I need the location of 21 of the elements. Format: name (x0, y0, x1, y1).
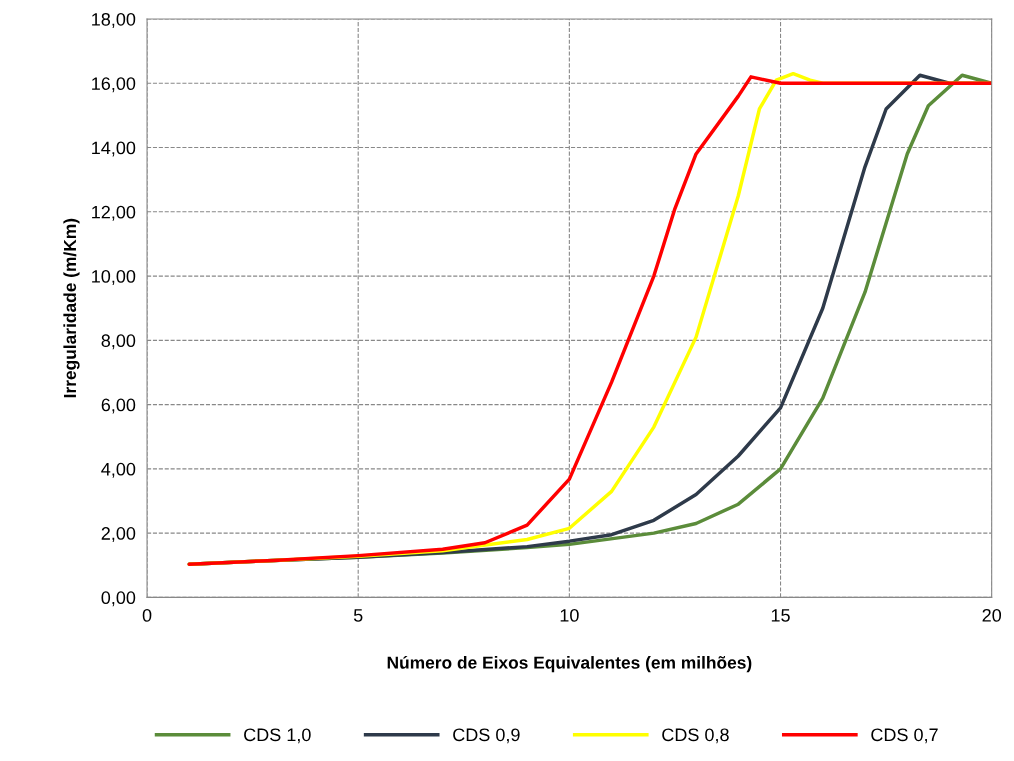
y-tick-label: 4,00 (101, 462, 136, 478)
y-axis-title: Irregularidade (m/Km) (63, 218, 80, 398)
x-tick-label: 15 (771, 609, 790, 622)
x-tick-label: 10 (560, 608, 579, 622)
legend-label: CDS 0,8 (662, 728, 729, 744)
y-tick-label: 10,00 (92, 270, 136, 285)
x-tick-label: 5 (353, 609, 363, 622)
y-tick-label: 18,00 (92, 12, 136, 28)
legend-label: CDS 0,9 (453, 728, 520, 744)
x-tick-label: 0 (142, 608, 152, 622)
legend-label: CDS 1,0 (244, 728, 311, 744)
y-tick-label: 14,00 (92, 141, 136, 157)
y-tick-label: 12,00 (92, 205, 136, 221)
y-tick-label: 16,00 (92, 77, 136, 93)
legend-label: CDS 0,7 (871, 728, 938, 744)
y-tick-label: 2,00 (101, 527, 136, 542)
x-axis-title: Número de Eixos Equivalentes (em milhões) (387, 655, 752, 673)
y-tick-label: 8,00 (101, 334, 136, 350)
x-tick-label: 20 (982, 608, 1002, 622)
y-tick-label: 0,00 (101, 591, 136, 607)
y-tick-label: 6,00 (101, 398, 136, 414)
